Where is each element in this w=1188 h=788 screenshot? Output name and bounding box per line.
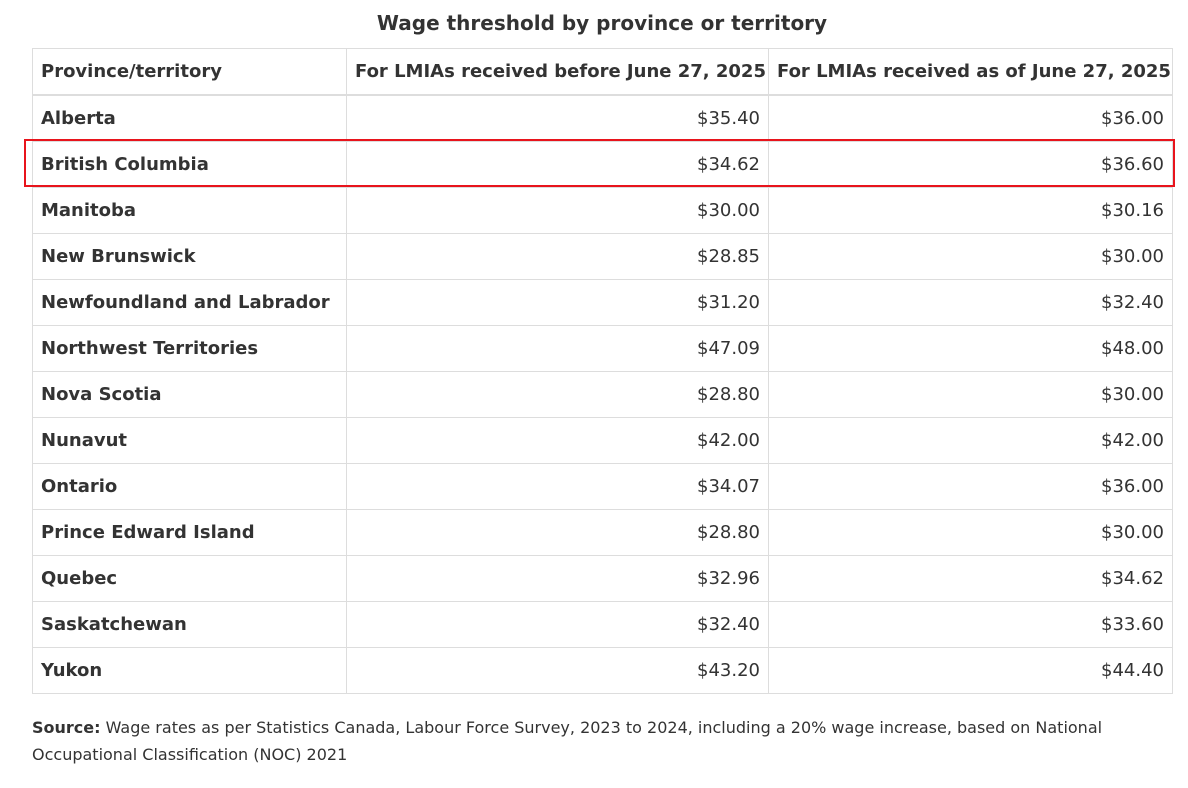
province-name: British Columbia <box>32 141 347 188</box>
wage-after: $33.60 <box>768 601 1173 648</box>
table-row: New Brunswick $28.85 $30.00 <box>32 233 1173 280</box>
source-label: Source: <box>32 718 101 737</box>
wage-before: $35.40 <box>346 94 769 142</box>
table-row: Ontario $34.07 $36.00 <box>32 463 1173 510</box>
province-name: Yukon <box>32 647 347 694</box>
wage-after: $36.60 <box>768 141 1173 188</box>
table-row: Saskatchewan $32.40 $33.60 <box>32 601 1173 648</box>
province-name: Quebec <box>32 555 347 602</box>
table-body: Alberta $35.40 $36.00 British Columbia $34.6… <box>32 94 1173 694</box>
province-name: New Brunswick <box>32 233 347 280</box>
province-name: Ontario <box>32 463 347 510</box>
wage-before: $32.96 <box>346 555 769 602</box>
wage-after: $30.00 <box>768 233 1173 280</box>
wage-before: $28.85 <box>346 233 769 280</box>
wage-after: $30.00 <box>768 509 1173 556</box>
wage-after: $30.16 <box>768 187 1173 234</box>
wage-after: $44.40 <box>768 647 1173 694</box>
table-row: British Columbia $34.62 $36.60 <box>32 141 1173 188</box>
wage-before: $28.80 <box>346 509 769 556</box>
wage-before: $43.20 <box>346 647 769 694</box>
province-name: Manitoba <box>32 187 347 234</box>
wage-before: $32.40 <box>346 601 769 648</box>
column-header-after: For LMIAs received as of June 27, 2025 <box>768 48 1173 96</box>
column-header-before: For LMIAs received before June 27, 2025 <box>346 48 769 96</box>
wage-before: $34.07 <box>346 463 769 510</box>
wage-before: $28.80 <box>346 371 769 418</box>
province-name: Northwest Territories <box>32 325 347 372</box>
table-row: Nunavut $42.00 $42.00 <box>32 417 1173 464</box>
header-row: Province/territory For LMIAs received be… <box>32 48 1173 96</box>
wage-after: $36.00 <box>768 463 1173 510</box>
province-name: Nunavut <box>32 417 347 464</box>
wage-before: $42.00 <box>346 417 769 464</box>
province-name: Alberta <box>32 94 347 142</box>
column-header-province: Province/territory <box>32 48 347 96</box>
wage-after: $36.00 <box>768 94 1173 142</box>
wage-before: $31.20 <box>346 279 769 326</box>
province-name: Newfoundland and Labrador <box>32 279 347 326</box>
province-name: Prince Edward Island <box>32 509 347 556</box>
wage-before: $47.09 <box>346 325 769 372</box>
table-row: Nova Scotia $28.80 $30.00 <box>32 371 1173 418</box>
wage-table-container: Province/territory For LMIAs received be… <box>32 48 1173 694</box>
table-header: Province/territory For LMIAs received be… <box>32 48 1173 96</box>
table-row: Prince Edward Island $28.80 $30.00 <box>32 509 1173 556</box>
table-row: Yukon $43.20 $44.40 <box>32 647 1173 694</box>
table-row: Newfoundland and Labrador $31.20 $32.40 <box>32 279 1173 326</box>
province-name: Nova Scotia <box>32 371 347 418</box>
wage-after: $34.62 <box>768 555 1173 602</box>
source-note: Source: Wage rates as per Statistics Can… <box>32 714 1152 768</box>
wage-before: $30.00 <box>346 187 769 234</box>
wage-after: $32.40 <box>768 279 1173 326</box>
wage-after: $42.00 <box>768 417 1173 464</box>
table-row: Quebec $32.96 $34.62 <box>32 555 1173 602</box>
wage-after: $48.00 <box>768 325 1173 372</box>
wage-after: $30.00 <box>768 371 1173 418</box>
table-row: Northwest Territories $47.09 $48.00 <box>32 325 1173 372</box>
table-row: Alberta $35.40 $36.00 <box>32 94 1173 142</box>
wage-threshold-table: Province/territory For LMIAs received be… <box>32 48 1173 694</box>
source-text: Wage rates as per Statistics Canada, Lab… <box>32 718 1103 764</box>
table-row: Manitoba $30.00 $30.16 <box>32 187 1173 234</box>
province-name: Saskatchewan <box>32 601 347 648</box>
wage-before: $34.62 <box>346 141 769 188</box>
table-caption: Wage threshold by province or territory <box>376 11 828 35</box>
